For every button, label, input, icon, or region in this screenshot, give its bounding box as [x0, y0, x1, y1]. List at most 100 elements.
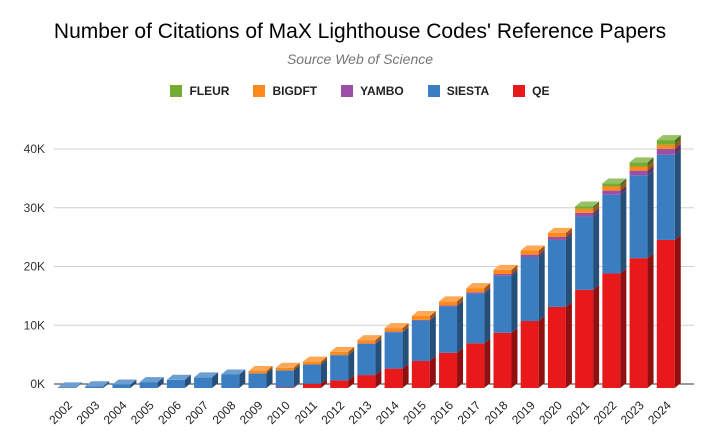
bar-segment-qe: [275, 387, 294, 388]
legend-swatch: [427, 85, 440, 97]
bar-side-siesta: [538, 251, 545, 322]
bar-segment-siesta: [656, 154, 675, 240]
bar-side-siesta: [130, 379, 137, 388]
bar-segment-yambo: [575, 212, 594, 217]
bar-top: [629, 157, 654, 163]
x-tick-label: 2020: [536, 398, 565, 427]
y-tick-label: 10K: [24, 318, 45, 332]
bar-segment-fleur: [602, 183, 621, 187]
x-tick-label: 2004: [101, 398, 130, 427]
x-tick-label: 2011: [292, 398, 320, 426]
bar-segment-qe: [520, 321, 539, 388]
legend-item-bigdft: BIGDFT: [253, 84, 317, 98]
bar-top: [166, 374, 191, 380]
bar-side-siesta: [239, 369, 246, 388]
bar-side-yambo: [484, 287, 491, 294]
y-tick-label: 40K: [24, 142, 45, 156]
x-tick-label: 2005: [128, 398, 157, 427]
bar-segment-bigdft: [384, 328, 403, 332]
bar-top: [139, 377, 164, 383]
legend-label: SIESTA: [446, 84, 490, 98]
bar-side-siesta: [157, 377, 164, 388]
bar-segment-yambo: [466, 292, 485, 294]
bar-segment-siesta: [439, 306, 458, 353]
x-tick-label: 2023: [618, 398, 647, 427]
bar-segment-qe: [602, 273, 621, 388]
bar-top: [357, 335, 382, 341]
bar-side-fleur: [674, 135, 681, 145]
y-tick-label: 30K: [24, 201, 45, 215]
bar-segment-qe: [411, 360, 430, 388]
bar-top: [221, 369, 246, 375]
bar-side-qe: [484, 338, 491, 388]
bar-side-siesta: [674, 149, 681, 240]
bar-segment-yambo: [411, 319, 430, 321]
bar-segment-siesta: [384, 332, 403, 369]
bar-segment-yambo: [439, 305, 458, 307]
bar-segment-siesta: [275, 370, 294, 388]
bar-segment-qe: [656, 239, 675, 388]
bar-side-bigdft: [593, 203, 600, 213]
bar-top: [112, 379, 137, 385]
legend-item-fleur: FLEUR: [170, 84, 229, 98]
bar-side-yambo: [647, 165, 654, 176]
bar-side-qe: [620, 268, 627, 388]
bar-side-bigdft: [620, 181, 627, 191]
bar-side-qe: [457, 347, 464, 388]
legend-swatch: [253, 85, 266, 97]
bar-segment-siesta: [166, 379, 185, 388]
y-tick-label: 0K: [30, 377, 45, 391]
bar-segment-bigdft: [656, 144, 675, 149]
bar-side-qe: [538, 316, 545, 388]
x-tick-label: 2012: [319, 398, 348, 427]
bar-side-yambo: [620, 185, 627, 195]
bar-side-fleur: [647, 157, 654, 167]
bar-side-qe: [674, 234, 681, 388]
bar-side-bigdft: [457, 296, 464, 306]
bar-side-siesta: [348, 350, 355, 381]
x-tick-label: 2009: [237, 398, 266, 427]
x-tick-label: 2016: [427, 398, 456, 427]
bar-segment-bigdft: [629, 166, 648, 171]
bar-top: [384, 323, 409, 329]
y-tick-label: 20K: [24, 260, 45, 274]
bar-segment-qe: [384, 368, 403, 388]
bar-segment-yambo: [520, 254, 539, 257]
bar-segment-yambo: [629, 170, 648, 176]
bar-segment-qe: [629, 258, 648, 388]
bar-segment-siesta: [575, 216, 594, 290]
bar-side-yambo: [538, 249, 545, 257]
bar-segment-bigdft: [302, 361, 321, 365]
legend: FLEUR BIGDFT YAMBO SIESTA QE: [0, 84, 720, 98]
bar-side-fleur: [620, 178, 627, 187]
x-tick-label: 2022: [591, 398, 620, 427]
bar-segment-bigdft: [547, 232, 566, 238]
bar-segment-yambo: [547, 237, 566, 240]
bar-segment-siesta: [85, 386, 104, 388]
legend-label: YAMBO: [360, 84, 404, 98]
x-tick-label: 2019: [509, 398, 538, 427]
bar-side-bigdft: [647, 161, 654, 171]
x-tick-label: 2002: [46, 398, 75, 427]
chart-title: Number of Citations of MaX Lighthouse Co…: [53, 20, 667, 43]
x-tick-label: 2024: [645, 398, 674, 427]
legend-item-siesta: SIESTA: [427, 84, 490, 98]
bar-side-qe: [647, 253, 654, 388]
bar-segment-yambo: [602, 190, 621, 195]
bar-side-bigdft: [375, 335, 382, 344]
x-tick-label: 2014: [373, 398, 402, 427]
bar-side-siesta: [511, 270, 518, 333]
bar-side-qe: [511, 327, 518, 388]
bar-side-yambo: [511, 269, 518, 276]
bar-side-qe: [402, 363, 409, 388]
bar-segment-qe: [493, 332, 512, 388]
bar-top: [547, 227, 572, 233]
bar-side-siesta: [484, 288, 491, 344]
bar-top: [520, 245, 545, 251]
bar-segment-bigdft: [330, 351, 349, 356]
bar-segment-bigdft: [575, 208, 594, 213]
bar-side-qe: [293, 382, 300, 388]
bar-side-siesta: [212, 372, 219, 388]
bar-segment-yambo: [384, 331, 403, 333]
bar-segment-fleur: [629, 162, 648, 167]
